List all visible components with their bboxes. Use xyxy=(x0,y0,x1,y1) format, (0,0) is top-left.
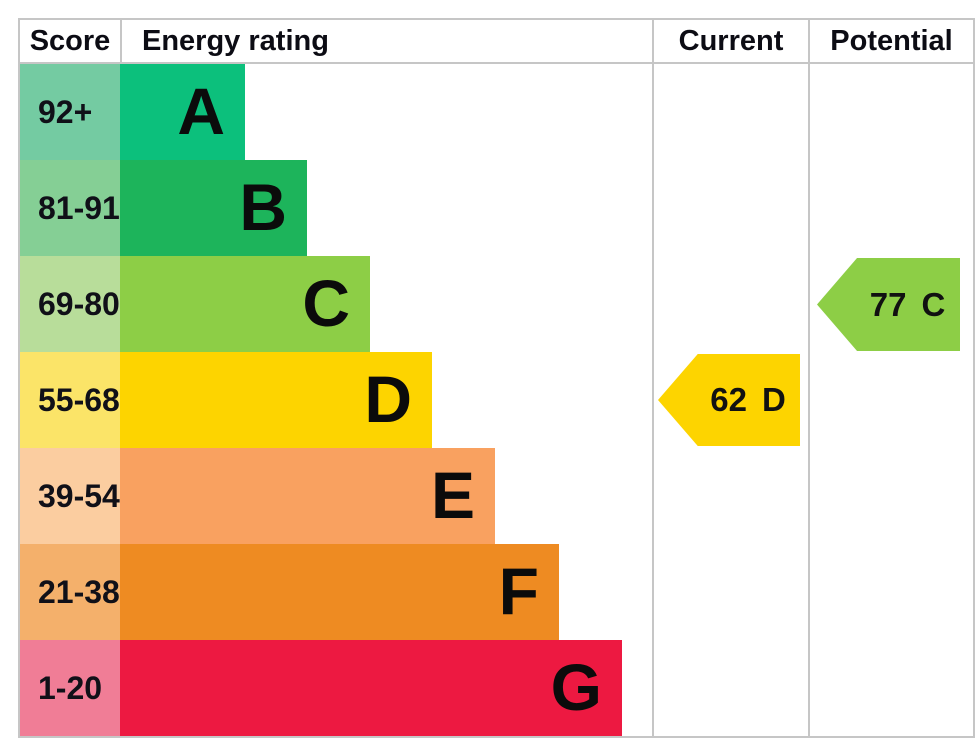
band-letter-a: A xyxy=(177,74,225,148)
current-rating-letter: D xyxy=(761,381,786,418)
band-row-a: 92+ A xyxy=(20,64,973,160)
score-range-b: 81-91 xyxy=(20,160,120,256)
header-score: Score xyxy=(29,24,111,57)
score-range-g: 1-20 xyxy=(20,640,120,736)
band-bar-c: C xyxy=(120,256,370,352)
band-row-e: 39-54 E xyxy=(20,448,973,544)
band-letter-b: B xyxy=(239,170,287,244)
header-current: Current xyxy=(678,24,784,57)
score-range-d: 55-68 xyxy=(20,352,120,448)
band-bar-g: G xyxy=(120,640,622,736)
band-letter-f: F xyxy=(498,554,539,628)
header-energy-rating: Energy rating xyxy=(142,24,329,57)
divider-current-column xyxy=(652,20,654,736)
band-bar-e: E xyxy=(120,448,495,544)
band-bar-d: D xyxy=(120,352,432,448)
band-row-d: 55-68 D xyxy=(20,352,973,448)
score-range-f: 21-38 xyxy=(20,544,120,640)
current-rating-value: 62 xyxy=(710,381,747,418)
score-range-e: 39-54 xyxy=(20,448,120,544)
divider-potential-column xyxy=(808,20,810,736)
band-row-g: 1-20 G xyxy=(20,640,973,736)
band-bar-b: B xyxy=(120,160,307,256)
score-range-a: 92+ xyxy=(20,64,120,160)
band-row-f: 21-38 F xyxy=(20,544,973,640)
band-row-c: 69-80 C xyxy=(20,256,973,352)
potential-rating-letter: C xyxy=(921,285,946,323)
band-letter-g: G xyxy=(550,650,602,724)
potential-rating-value: 77 xyxy=(869,285,907,323)
epc-energy-rating-chart: Score Energy rating Current Potential 92… xyxy=(18,18,975,738)
band-bar-a: A xyxy=(120,64,245,160)
band-letter-d: D xyxy=(364,362,412,436)
header-potential: Potential xyxy=(830,24,953,57)
band-letter-e: E xyxy=(430,458,475,532)
band-bar-f: F xyxy=(120,544,559,640)
bands: 92+ A 81-91 B 69-80 C 55-68 D 39-54 E 21-38 F 1-20 G xyxy=(20,64,973,736)
header-row: Score Energy rating Current Potential xyxy=(20,20,973,64)
band-row-b: 81-91 B xyxy=(20,160,973,256)
band-letter-c: C xyxy=(302,266,350,340)
divider-score-energy xyxy=(120,20,122,62)
score-range-c: 69-80 xyxy=(20,256,120,352)
